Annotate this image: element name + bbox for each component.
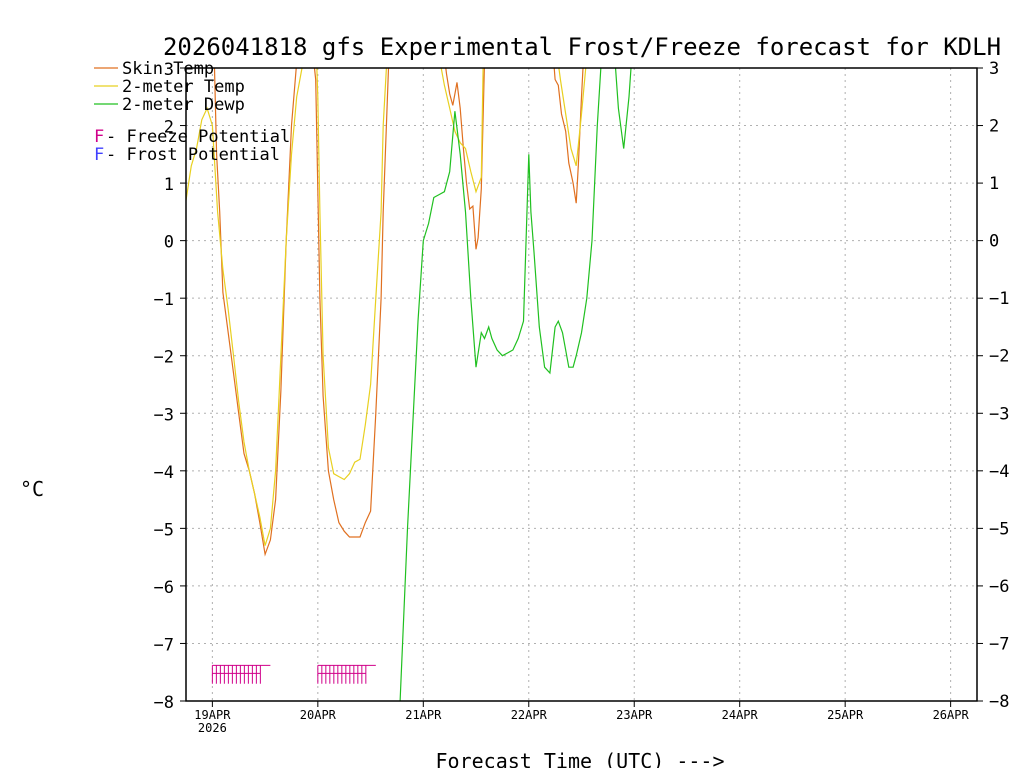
y-tick-label-left: −4 [154, 463, 174, 483]
x-tick-label: 26APR [933, 708, 970, 722]
legend-label: Skin Temp [122, 59, 214, 79]
potential-legend-label: - Frost Potential [106, 145, 280, 165]
x-tick-label: 23APR [616, 708, 653, 722]
y-tick-label-right: 1 [989, 174, 999, 194]
y-tick-label-left: −3 [154, 405, 174, 425]
chart-title: 2026041818 gfs Experimental Frost/Freeze… [163, 33, 1001, 61]
series-line-skin-temp [213, 68, 584, 557]
y-tick-label-right: 2 [989, 117, 999, 137]
x-axis-label: Forecast Time (UTC) ---> [436, 749, 725, 768]
y-tick-label-right: −4 [989, 462, 1009, 482]
grid-lines [186, 68, 977, 701]
potential-legend-label: - Freeze Potential [106, 127, 290, 147]
legend-label: 2-meter Temp [122, 77, 245, 97]
x-tick-label: 19APR [194, 708, 231, 722]
series-line-2-meter-temp [186, 68, 587, 546]
y-tick-label-left: −5 [154, 520, 174, 540]
potential-legend-marker: F [94, 127, 104, 147]
y-tick-label-left: −6 [154, 578, 174, 598]
y-axis-ticks: −8 −8 −7 −7 −6 −6 −5 −5 −4 −4 −3 −3 −2 −2 −1 −1 0 0 1 1 2 2 3 3 [154, 59, 1010, 713]
y-tick-label-right: −7 [989, 634, 1009, 654]
freeze-potential-markers [211, 664, 376, 684]
y-tick-label-left: −1 [154, 290, 174, 310]
x-tick-label: 25APR [827, 708, 864, 722]
y-tick-label-left: 2 [164, 118, 174, 138]
y-tick-label-left: 1 [164, 175, 174, 195]
series-line-2-meter-dewp [399, 68, 632, 701]
y-tick-label-right: 3 [989, 59, 999, 79]
x-tick-label: 20APR [300, 708, 337, 722]
y-tick-label-right: −6 [989, 577, 1009, 597]
y-tick-label-right: −2 [989, 347, 1009, 367]
y-tick-label-left: −7 [154, 635, 174, 655]
y-tick-label-left: −2 [154, 348, 174, 368]
y-tick-label-right: −1 [989, 289, 1009, 309]
x-tick-label: 22APR [511, 708, 548, 722]
potential-legend-marker: F [94, 145, 104, 165]
y-tick-label-left: −8 [154, 693, 174, 713]
x-tick-sublabel: 2026 [198, 721, 227, 735]
y-tick-label-right: −3 [989, 404, 1009, 424]
legend-label: 2-meter Dewp [122, 95, 245, 115]
y-tick-label-left: 3 [164, 60, 174, 80]
y-tick-label-right: 0 [989, 232, 999, 252]
y-tick-label-right: −8 [989, 692, 1009, 712]
series-layer [186, 68, 632, 701]
y-tick-label-right: −5 [989, 519, 1009, 539]
x-tick-label: 24APR [722, 708, 759, 722]
y-tick-label-left: 0 [164, 233, 174, 253]
plot-frame [185, 67, 978, 702]
y-axis-label: °C [20, 477, 44, 501]
x-tick-label: 21APR [405, 708, 442, 722]
